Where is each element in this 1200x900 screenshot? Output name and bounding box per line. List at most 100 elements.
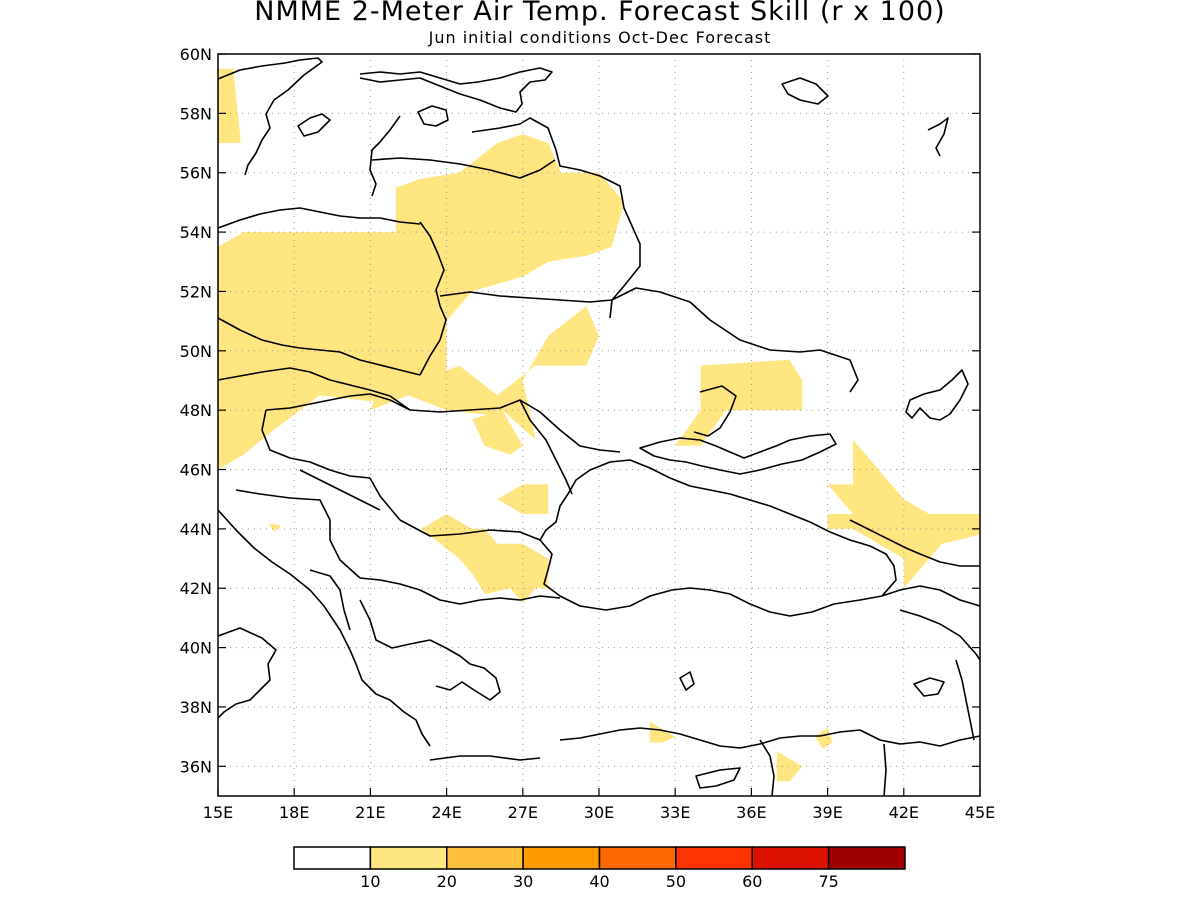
coastline-crimea	[639, 433, 837, 475]
y-tick-label: 42N	[180, 579, 212, 598]
border-balkans-2	[299, 469, 381, 511]
coastline-saaremaa	[417, 105, 449, 127]
colorbar-label: 60	[742, 872, 762, 891]
colorbar-box	[827, 846, 906, 870]
border-poland-west	[217, 317, 421, 376]
border-baltics	[371, 157, 556, 179]
axis-ticks: 15E 18E 21E 24E 27E 30E 33E 36E 39E 42E 45E 60N 58N 5…	[180, 45, 996, 822]
border-moldova	[519, 399, 573, 495]
x-tick-label: 27E	[508, 803, 538, 822]
skill-region-7	[421, 514, 549, 604]
coastline-gotland	[297, 113, 331, 137]
border-albania	[309, 569, 351, 631]
coastline-caspian	[905, 369, 969, 421]
colorbar-box	[598, 846, 677, 870]
x-tick-label: 42E	[889, 803, 919, 822]
grid-lines	[218, 54, 980, 796]
y-tick-label: 58N	[180, 104, 212, 123]
border-romania-serbia	[369, 477, 401, 521]
border-estonia-latvia	[471, 117, 557, 151]
chart-subtitle: Jun initial conditions Oct-Dec Forecast	[428, 28, 772, 47]
colorbar-box	[675, 846, 753, 870]
y-tick-label: 56N	[180, 164, 212, 183]
border-turkey-east	[859, 729, 981, 747]
y-tick-label: 38N	[180, 698, 212, 717]
skill-region-5	[675, 359, 803, 446]
border-serbia-south	[359, 577, 461, 605]
coastline-gulf-riga	[369, 115, 401, 197]
colorbar-box	[446, 846, 524, 870]
border-iraq	[883, 743, 887, 797]
coastline-greece	[349, 649, 431, 747]
colorbar-label: 40	[589, 872, 609, 891]
border-balkans-1	[235, 489, 361, 579]
border-hungary	[265, 393, 411, 411]
colorbar-label: 20	[437, 872, 457, 891]
coastline-baltic	[217, 57, 323, 176]
border-lithuania-belarus	[419, 221, 445, 307]
colorbar-label: 75	[818, 872, 838, 891]
coastline-sea-azov	[693, 385, 737, 437]
lake-van	[913, 677, 945, 697]
y-tick-label: 44N	[180, 520, 212, 539]
coastline-prussia	[217, 207, 421, 229]
x-tick-label: 18E	[279, 803, 309, 822]
border-syria	[759, 739, 775, 797]
border-iran	[955, 659, 975, 741]
y-tick-label: 40N	[180, 639, 212, 658]
colorbar-box	[751, 846, 830, 870]
colorbar: 10 20 30 40 50 60 75	[293, 846, 906, 891]
colorbar-box	[522, 846, 601, 870]
x-tick-label: 36E	[736, 803, 766, 822]
skill-region-9	[776, 751, 803, 782]
x-tick-label: 21E	[355, 803, 385, 822]
skill-region-12	[268, 522, 282, 532]
lake-onega	[781, 77, 829, 105]
river-volga	[927, 117, 949, 157]
skill-region-10	[649, 721, 676, 743]
y-tick-label: 52N	[180, 282, 212, 301]
border-slovakia-hungary	[261, 409, 371, 479]
x-tick-label: 39E	[812, 803, 842, 822]
skill-regions	[218, 68, 980, 782]
x-tick-label: 15E	[203, 803, 233, 822]
y-tick-label: 54N	[180, 223, 212, 242]
border-poland-south	[419, 305, 447, 376]
y-tick-label: 48N	[180, 401, 212, 420]
skill-region-3	[370, 306, 599, 440]
colorbar-box	[369, 846, 448, 870]
skill-region-1	[218, 68, 241, 143]
colorbar-label: 10	[360, 872, 380, 891]
colorbar-box	[293, 846, 372, 870]
coastline-black-sea	[539, 459, 897, 617]
coastline-aegean	[429, 639, 501, 701]
x-tick-label: 30E	[584, 803, 614, 822]
border-ukraine-russia	[611, 287, 859, 393]
border-russia-caucasus	[849, 519, 980, 567]
border-caucasus	[881, 585, 981, 607]
x-tick-label: 24E	[431, 803, 461, 822]
border-romania-north	[409, 399, 621, 453]
y-tick-label: 60N	[180, 45, 212, 64]
border-romania-bulgaria	[399, 519, 541, 541]
colorbar-label: 50	[666, 872, 686, 891]
x-tick-label: 33E	[660, 803, 690, 822]
y-tick-label: 50N	[180, 342, 212, 361]
coastline-adriatic	[217, 509, 351, 651]
skill-region-11	[814, 727, 833, 749]
border-czech-austria	[217, 367, 411, 411]
chart-title: NMME 2-Meter Air Temp. Forecast Skill (r…	[254, 0, 946, 27]
y-tick-label: 46N	[180, 461, 212, 480]
border-belarus-ukraine	[439, 291, 613, 303]
skill-region-4	[472, 410, 523, 455]
coastline-crete	[429, 755, 541, 761]
skill-region-6	[827, 439, 980, 589]
coastline-cyprus	[695, 767, 741, 789]
border-greece-north	[359, 599, 431, 649]
x-tick-label: 45E	[965, 803, 995, 822]
coastlines-and-borders	[217, 57, 981, 797]
y-tick-label: 36N	[180, 757, 212, 776]
coastline-turkey-south	[559, 727, 861, 749]
skill-region-8	[497, 484, 549, 514]
